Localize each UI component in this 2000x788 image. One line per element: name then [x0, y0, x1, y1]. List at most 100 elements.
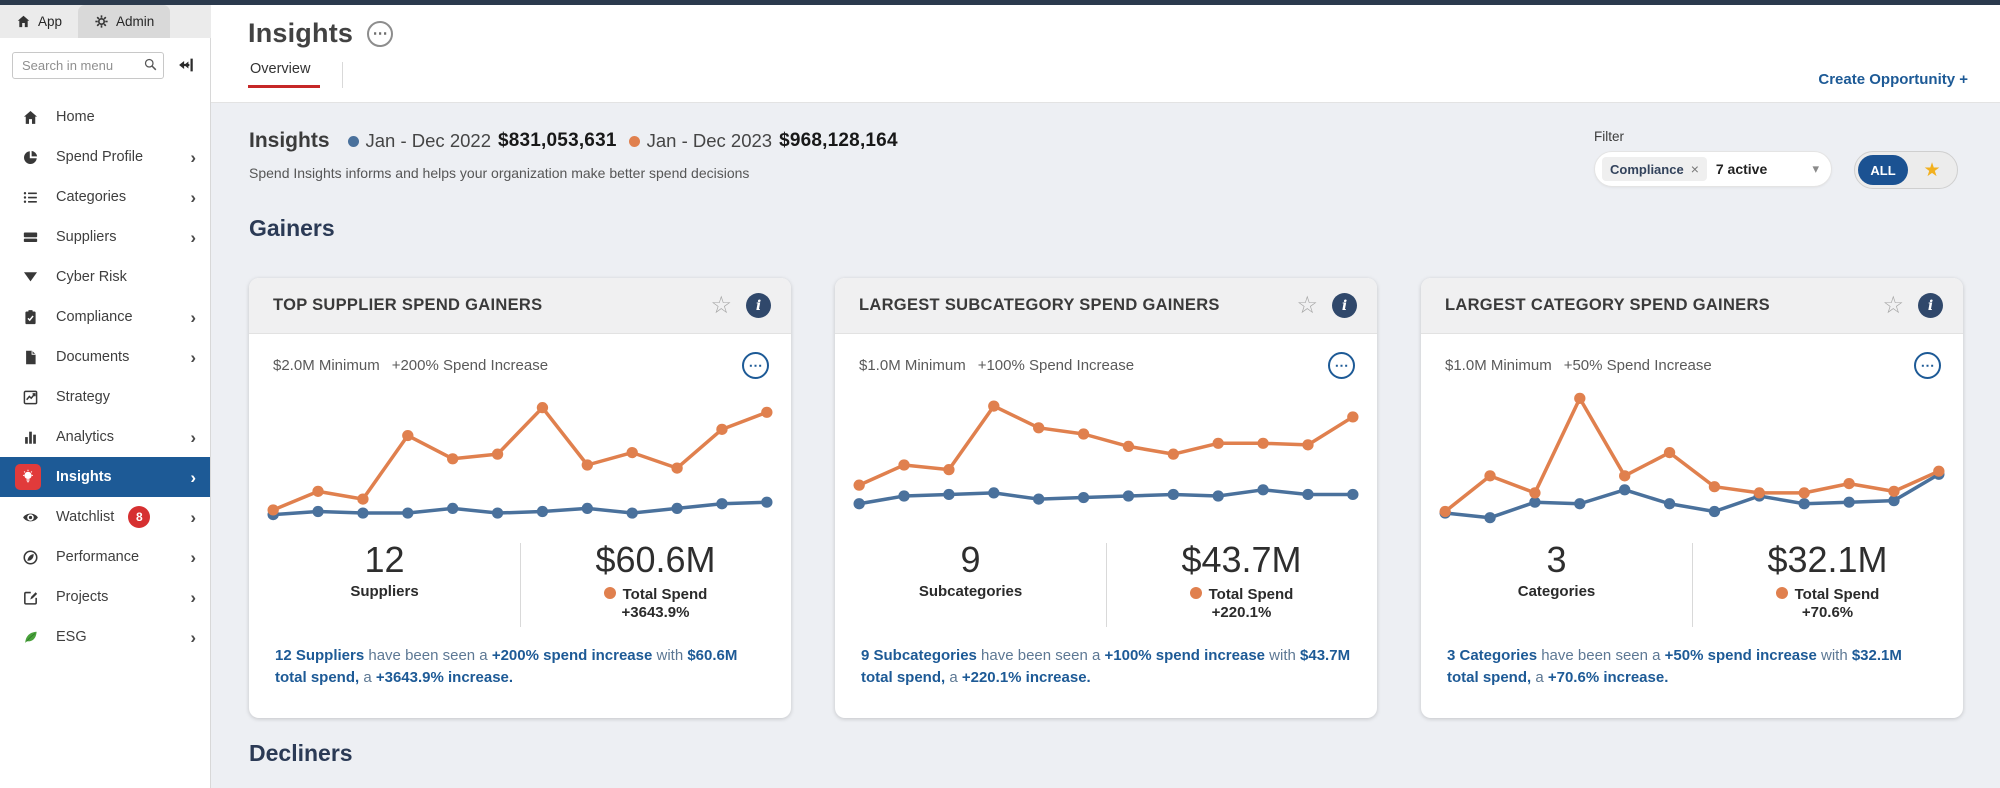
line-chart — [845, 385, 1367, 535]
home-icon — [18, 109, 42, 126]
home-icon — [16, 14, 31, 29]
sidebar-item-suppliers[interactable]: Suppliers › — [0, 217, 210, 257]
bar-chart-icon — [18, 429, 42, 446]
line-chart — [259, 385, 781, 535]
page-title: Insights — [248, 18, 354, 48]
legend-value-2022: $831,053,631 — [497, 130, 617, 151]
sidebar-item-label: ESG — [56, 629, 87, 645]
chevron-right-icon: › — [190, 427, 196, 447]
card-meta-increase: +200% Spend Increase — [391, 357, 549, 374]
filter-select[interactable]: Compliance × 7 active ▾ — [1594, 151, 1832, 187]
sidebar-item-label: Insights — [56, 469, 112, 485]
star-icon: ★ — [1923, 159, 1941, 181]
filter-active-count: 7 active — [1715, 161, 1768, 177]
sidebar-item-label: Categories — [56, 189, 127, 205]
card-summary-text: 3 Categories have been seen a +50% spend… — [1447, 647, 1902, 686]
tab-app[interactable]: App — [0, 5, 78, 38]
sidebar-item-documents[interactable]: Documents › — [0, 337, 210, 377]
card-summary-text: 9 Subcategories have been seen a +100% s… — [861, 647, 1351, 686]
stat-count: 9 — [960, 539, 981, 580]
sidebar-item-label: Strategy — [56, 389, 110, 405]
cards-icon — [18, 229, 42, 246]
section-heading-gainers: Gainers — [249, 215, 335, 241]
sidebar-item-label: Compliance — [56, 309, 133, 325]
sidebar-nav: Home Spend Profile › Categories › Suppliers › C… — [0, 97, 210, 657]
info-icon[interactable]: i — [1332, 293, 1357, 318]
filter-label: Filter — [1594, 129, 1624, 144]
search-input[interactable] — [12, 51, 164, 79]
total-spend-dot — [1189, 587, 1202, 600]
star-outline-icon[interactable]: ☆ — [1296, 291, 1318, 319]
stat-total-change: +70.6% — [1801, 604, 1854, 622]
chevron-right-icon: › — [190, 587, 196, 607]
sidebar-item-categories[interactable]: Categories › — [0, 177, 210, 217]
lightbulb-icon — [15, 464, 42, 490]
create-opportunity-link[interactable]: Create Opportunity + — [1818, 71, 1968, 88]
card-largest-subcategory-spend-gainers: LARGEST SUBCATEGORY SPEND GAINERS ☆ i $1… — [835, 278, 1377, 718]
sidebar-item-label: Documents — [56, 349, 130, 365]
chevron-right-icon: › — [190, 147, 196, 167]
leaf-icon — [18, 629, 42, 646]
list-icon — [18, 189, 42, 206]
filter-toggle-group: ALL ★ — [1854, 151, 1958, 189]
ellipsis-circle-icon[interactable]: ⋯ — [1328, 352, 1355, 379]
card-meta-min: $1.0M Minimum — [1445, 357, 1552, 374]
sidebar-item-label: Spend Profile — [56, 149, 144, 165]
sidebar-item-spend-profile[interactable]: Spend Profile › — [0, 137, 210, 177]
tab-overview[interactable]: Overview — [248, 61, 321, 88]
card-summary-text: 12 Suppliers have been seen a +200% spen… — [275, 647, 738, 686]
legend-2023: Jan - Dec 2023 $968,128,164 — [628, 130, 898, 152]
sidebar-item-insights[interactable]: Insights › — [0, 457, 210, 497]
legend-dot-2022 — [347, 135, 359, 147]
sidebar-item-strategy[interactable]: Strategy — [0, 377, 210, 417]
sidebar-item-watchlist[interactable]: Watchlist 8 › — [0, 497, 210, 537]
sidebar-item-home[interactable]: Home — [0, 97, 210, 137]
chevron-down-icon: ▾ — [1812, 161, 1819, 176]
sidebar-item-compliance[interactable]: Compliance › — [0, 297, 210, 337]
sidebar-item-esg[interactable]: ESG › — [0, 617, 210, 657]
stat-total: $60.6M — [595, 539, 716, 580]
content: Insights Jan - Dec 2022 $831,053,631 Jan… — [211, 103, 2000, 788]
legend-dot-2023 — [628, 135, 640, 147]
card-meta-increase: +50% Spend Increase — [1563, 357, 1712, 374]
sidebar-item-cyber-risk[interactable]: Cyber Risk — [0, 257, 210, 297]
info-icon[interactable]: i — [1918, 293, 1943, 318]
sidebar-item-analytics[interactable]: Analytics › — [0, 417, 210, 457]
page-title-menu-button[interactable]: ⋯ — [367, 20, 394, 47]
card-meta-increase: +100% Spend Increase — [977, 357, 1135, 374]
ellipsis-circle-icon[interactable]: ⋯ — [742, 352, 769, 379]
top-window-strip — [0, 0, 2000, 5]
ellipsis-circle-icon[interactable]: ⋯ — [1914, 352, 1941, 379]
watchlist-count-badge: 8 — [128, 506, 151, 528]
tab-divider — [342, 62, 344, 88]
stat-count: 12 — [364, 539, 405, 580]
card-top-supplier-spend-gainers: TOP SUPPLIER SPEND GAINERS ☆ i $2.0M Min… — [249, 278, 791, 718]
clipboard-check-icon — [18, 309, 42, 326]
card-meta-min: $2.0M Minimum — [273, 357, 380, 374]
star-outline-icon[interactable]: ☆ — [710, 291, 732, 319]
tab-admin-label: Admin — [116, 14, 155, 29]
sidebar-item-projects[interactable]: Projects › — [0, 577, 210, 617]
filter-all-button[interactable]: ALL — [1858, 155, 1908, 185]
stat-total-label: Total Spend — [1794, 586, 1880, 604]
filter-chip-compliance: Compliance × — [1602, 157, 1707, 181]
tab-app-label: App — [38, 14, 63, 29]
legend-2022: Jan - Dec 2022 $831,053,631 — [347, 130, 617, 152]
funnel-icon — [18, 269, 42, 286]
sidebar-item-label: Cyber Risk — [56, 269, 127, 285]
collapse-sidebar-button[interactable] — [172, 51, 200, 79]
total-spend-dot — [603, 587, 616, 600]
tab-admin[interactable]: Admin — [78, 5, 171, 38]
star-outline-icon[interactable]: ☆ — [1882, 291, 1904, 319]
chip-remove-icon[interactable]: × — [1690, 161, 1699, 177]
sidebar-item-performance[interactable]: Performance › — [0, 537, 210, 577]
stat-divider — [520, 543, 521, 627]
card-meta-min: $1.0M Minimum — [859, 357, 966, 374]
performance-icon — [18, 549, 42, 566]
filter-favorites-button[interactable]: ★ — [1910, 155, 1954, 185]
chevron-right-icon: › — [190, 347, 196, 367]
info-icon[interactable]: i — [746, 293, 771, 318]
search-icon — [143, 57, 158, 72]
card-largest-category-spend-gainers: LARGEST CATEGORY SPEND GAINERS ☆ i $1.0M… — [1421, 278, 1963, 718]
sidebar-item-label: Projects — [56, 589, 109, 605]
